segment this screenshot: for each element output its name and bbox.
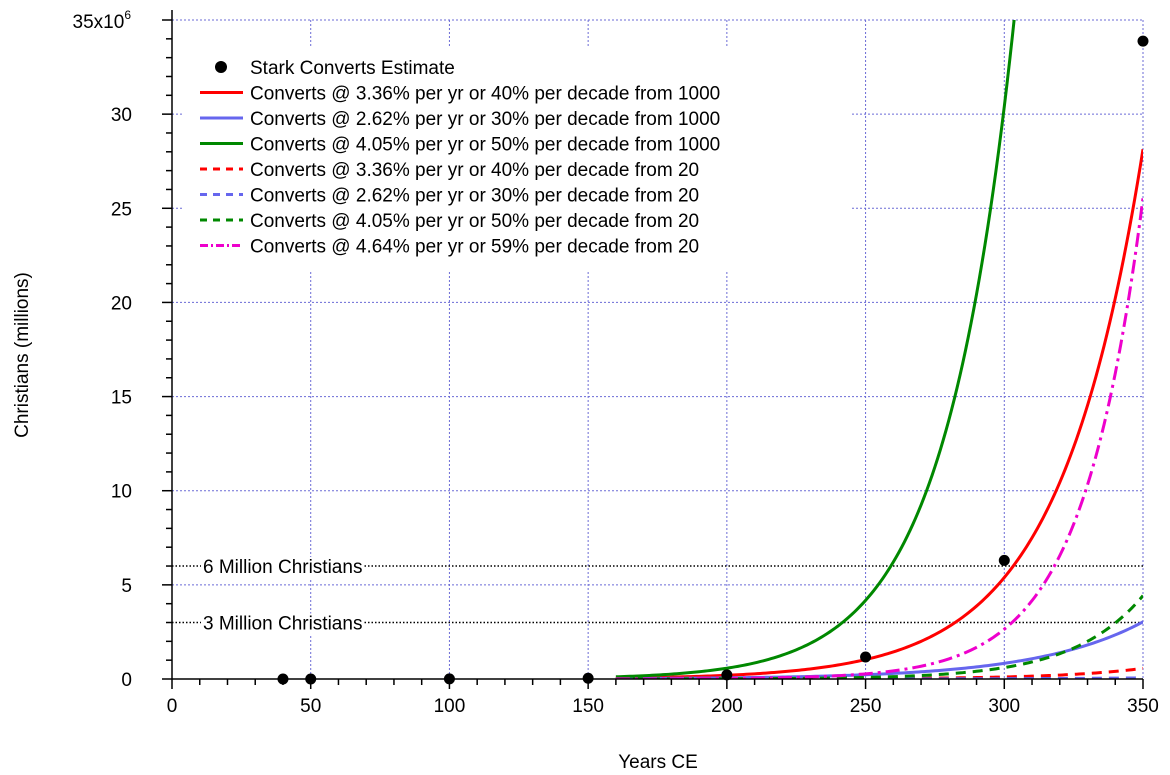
y-tick-label: 5 xyxy=(121,576,132,597)
legend-label: Converts @ 3.36% per yr or 40% per decad… xyxy=(250,84,720,105)
x-tick-label: 50 xyxy=(300,696,321,717)
x-tick-label: 0 xyxy=(167,696,178,717)
axes xyxy=(171,10,1143,680)
tick-labels: 0 50 100 150 200 250 300 350 0 5 10 15 20 25 30 xyxy=(111,105,1159,717)
reference-line-label-bg xyxy=(201,557,365,579)
reference-lines: 6 Million Christians 3 Million Christians xyxy=(172,557,1143,635)
y-tick-label: 10 xyxy=(111,482,132,503)
tick-marks xyxy=(162,19,1144,689)
y-tick-label: 0 xyxy=(121,670,132,691)
reference-line-label: 3 Million Christians xyxy=(203,614,362,635)
y-top-label-base: 35x10 xyxy=(73,12,125,33)
x-tick-label: 300 xyxy=(988,696,1020,717)
data-point xyxy=(582,672,594,684)
data-point xyxy=(860,651,872,663)
series-line xyxy=(615,20,1016,679)
x-tick-label: 250 xyxy=(850,696,882,717)
y-tick-label: 25 xyxy=(111,199,132,220)
series-line xyxy=(615,197,1143,679)
legend-label: Converts @ 3.36% per yr or 40% per decad… xyxy=(250,160,699,181)
legend-point-marker xyxy=(215,61,227,73)
y-tick-label: 15 xyxy=(111,388,132,409)
x-tick-label: 100 xyxy=(434,696,466,717)
reference-line-label: 6 Million Christians xyxy=(203,557,362,578)
y-tick-label: 30 xyxy=(111,105,132,126)
reference-line-label-bg xyxy=(201,613,365,635)
x-tick-label: 200 xyxy=(711,696,743,717)
legend-label: Stark Converts Estimate xyxy=(250,58,455,79)
legend: Stark Converts Estimate Converts @ 3.36% … xyxy=(182,48,850,270)
y-top-label: 35x106 xyxy=(73,8,132,33)
data-point xyxy=(1137,35,1149,47)
y-top-label-exponent: 6 xyxy=(124,8,131,22)
legend-background xyxy=(182,48,850,270)
y-axis-title: Christians (millions) xyxy=(12,272,33,438)
x-tick-label: 150 xyxy=(572,696,604,717)
series-line xyxy=(615,594,1143,679)
x-axis-title: Years CE xyxy=(618,752,698,773)
x-tick-label: 350 xyxy=(1127,696,1159,717)
legend-label: Converts @ 4.64% per yr or 59% per decad… xyxy=(250,237,699,258)
legend-label: Converts @ 2.62% per yr or 30% per decad… xyxy=(250,109,720,130)
data-point xyxy=(998,554,1010,566)
legend-label: Converts @ 4.05% per yr or 50% per decad… xyxy=(250,135,720,156)
legend-label: Converts @ 2.62% per yr or 30% per decad… xyxy=(250,186,699,207)
series-line xyxy=(615,620,1143,679)
data-point xyxy=(721,669,733,681)
legend-label: Converts @ 4.05% per yr or 50% per decad… xyxy=(250,211,699,232)
y-tick-label: 20 xyxy=(111,293,132,314)
series-line xyxy=(615,148,1143,679)
